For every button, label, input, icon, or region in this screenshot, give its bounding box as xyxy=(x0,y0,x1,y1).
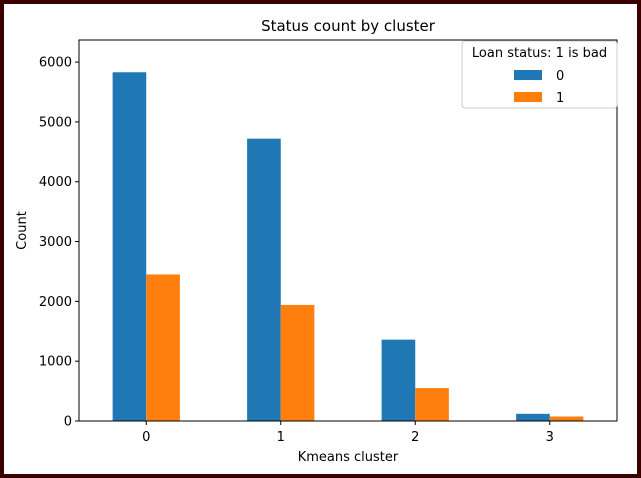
y-axis-label: Count xyxy=(15,211,30,250)
y-tick-label: 3000 xyxy=(39,235,72,250)
legend-swatch-1 xyxy=(514,92,542,102)
x-axis: 0 1 2 3 xyxy=(142,421,554,445)
legend-label-0: 0 xyxy=(556,69,564,84)
x-tick-label: 1 xyxy=(277,430,285,445)
bar-chart: Status count by cluster Kmeans cluster C… xyxy=(15,17,618,465)
y-tick-label: 6000 xyxy=(39,56,72,71)
y-tick-label: 5000 xyxy=(39,115,72,130)
bar-series-1-cluster-2 xyxy=(415,388,449,421)
x-tick-label: 0 xyxy=(142,430,150,445)
legend-swatch-0 xyxy=(514,70,542,80)
bars-group xyxy=(112,72,584,421)
y-axis: 0 1000 2000 3000 4000 5000 6000 xyxy=(39,56,79,430)
bar-series-0-cluster-1 xyxy=(247,138,281,421)
bar-series-1-cluster-3 xyxy=(549,416,584,421)
bar-series-0-cluster-2 xyxy=(381,339,416,421)
bar-series-1-cluster-0 xyxy=(146,274,180,421)
bar-series-1-cluster-1 xyxy=(280,304,315,421)
legend-label-1: 1 xyxy=(556,91,564,106)
legend: Loan status: 1 is bad 0 1 xyxy=(461,40,618,109)
bar-series-0-cluster-3 xyxy=(516,413,550,421)
x-tick-label: 2 xyxy=(411,430,419,445)
legend-title: Loan status: 1 is bad xyxy=(472,46,607,61)
figure: Status count by cluster Kmeans cluster C… xyxy=(4,4,637,474)
bar-series-0-cluster-0 xyxy=(112,72,147,421)
chart-title: Status count by cluster xyxy=(261,17,436,35)
y-tick-label: 1000 xyxy=(39,355,72,370)
y-tick-label: 2000 xyxy=(39,295,72,310)
y-tick-label: 0 xyxy=(64,415,72,430)
x-axis-label: Kmeans cluster xyxy=(298,450,399,465)
y-tick-label: 4000 xyxy=(39,175,72,190)
plot-area-frame xyxy=(78,39,618,422)
x-tick-label: 3 xyxy=(546,430,554,445)
